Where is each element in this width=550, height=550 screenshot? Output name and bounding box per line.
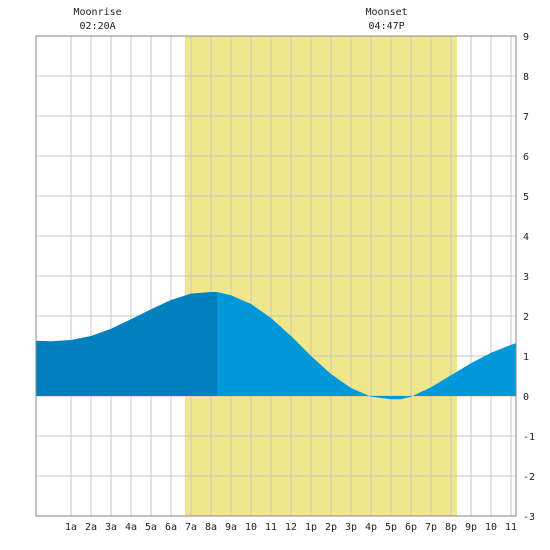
x-tick-label: 2a xyxy=(85,522,97,533)
x-tick-label: 7a xyxy=(185,522,197,533)
plot-frame-layer xyxy=(35,35,517,517)
x-tick-label: 4a xyxy=(125,522,137,533)
y-tick-label: 7 xyxy=(523,112,529,123)
x-tick-label: 1a xyxy=(65,522,77,533)
y-tick-label: 6 xyxy=(523,152,529,163)
x-tick-label: 4p xyxy=(365,522,377,533)
x-tick-label: 2p xyxy=(325,522,337,533)
x-tick-label: 8a xyxy=(205,522,217,533)
x-tick-label: 5a xyxy=(145,522,157,533)
y-tick-label: 4 xyxy=(523,232,529,243)
moonrise-time: 02:20A xyxy=(80,21,116,32)
y-tick-label: -1 xyxy=(523,432,535,443)
x-tick-label: 6a xyxy=(165,522,177,533)
tide-area-layer xyxy=(36,292,516,400)
y-axis-tick-labels: -3 -2 -1 0 1 2 3 4 5 6 7 8 9 xyxy=(523,32,535,523)
y-tick-label: 0 xyxy=(523,392,529,403)
x-tick-label: 1p xyxy=(305,522,317,533)
x-tick-label: 3a xyxy=(105,522,117,533)
x-tick-label: 9p xyxy=(465,522,477,533)
grid-layer xyxy=(36,35,516,517)
x-tick-label: 11 xyxy=(265,522,277,533)
y-tick-label: -2 xyxy=(523,472,535,483)
y-tick-label: 2 xyxy=(523,312,529,323)
x-axis-tick-labels: 1a 2a 3a 4a 5a 6a 7a 8a 9a 10 11 12 1p 2p 3p 4p 5p 6p 7p 8p… xyxy=(65,522,517,533)
y-tick-label: 3 xyxy=(523,272,529,283)
moonrise-label: Moonrise xyxy=(74,7,122,18)
tide-area-past xyxy=(36,292,217,396)
moonset-time: 04:47P xyxy=(369,21,405,32)
tide-area-future xyxy=(217,292,516,400)
y-tick-label: 1 xyxy=(523,352,529,363)
x-tick-label: 9a xyxy=(225,522,237,533)
x-tick-label: 5p xyxy=(385,522,397,533)
y-tick-label: 9 xyxy=(523,32,529,43)
y-tick-label: -3 xyxy=(523,512,535,523)
x-tick-label: 8p xyxy=(445,522,457,533)
moonset-annotation: Moonset 04:47P xyxy=(366,7,408,32)
x-tick-label: 12 xyxy=(285,522,297,533)
x-tick-label: 6p xyxy=(405,522,417,533)
x-tick-label: 3p xyxy=(345,522,357,533)
x-tick-label: 7p xyxy=(425,522,437,533)
y-tick-label: 8 xyxy=(523,72,529,83)
x-tick-label: 10 xyxy=(485,522,497,533)
x-tick-label: 10 xyxy=(245,522,257,533)
y-tick-label: 5 xyxy=(523,192,529,203)
moonrise-annotation: Moonrise 02:20A xyxy=(74,7,122,32)
plot-frame xyxy=(35,35,517,517)
x-tick-label: 11 xyxy=(505,522,517,533)
moonset-label: Moonset xyxy=(366,7,408,18)
